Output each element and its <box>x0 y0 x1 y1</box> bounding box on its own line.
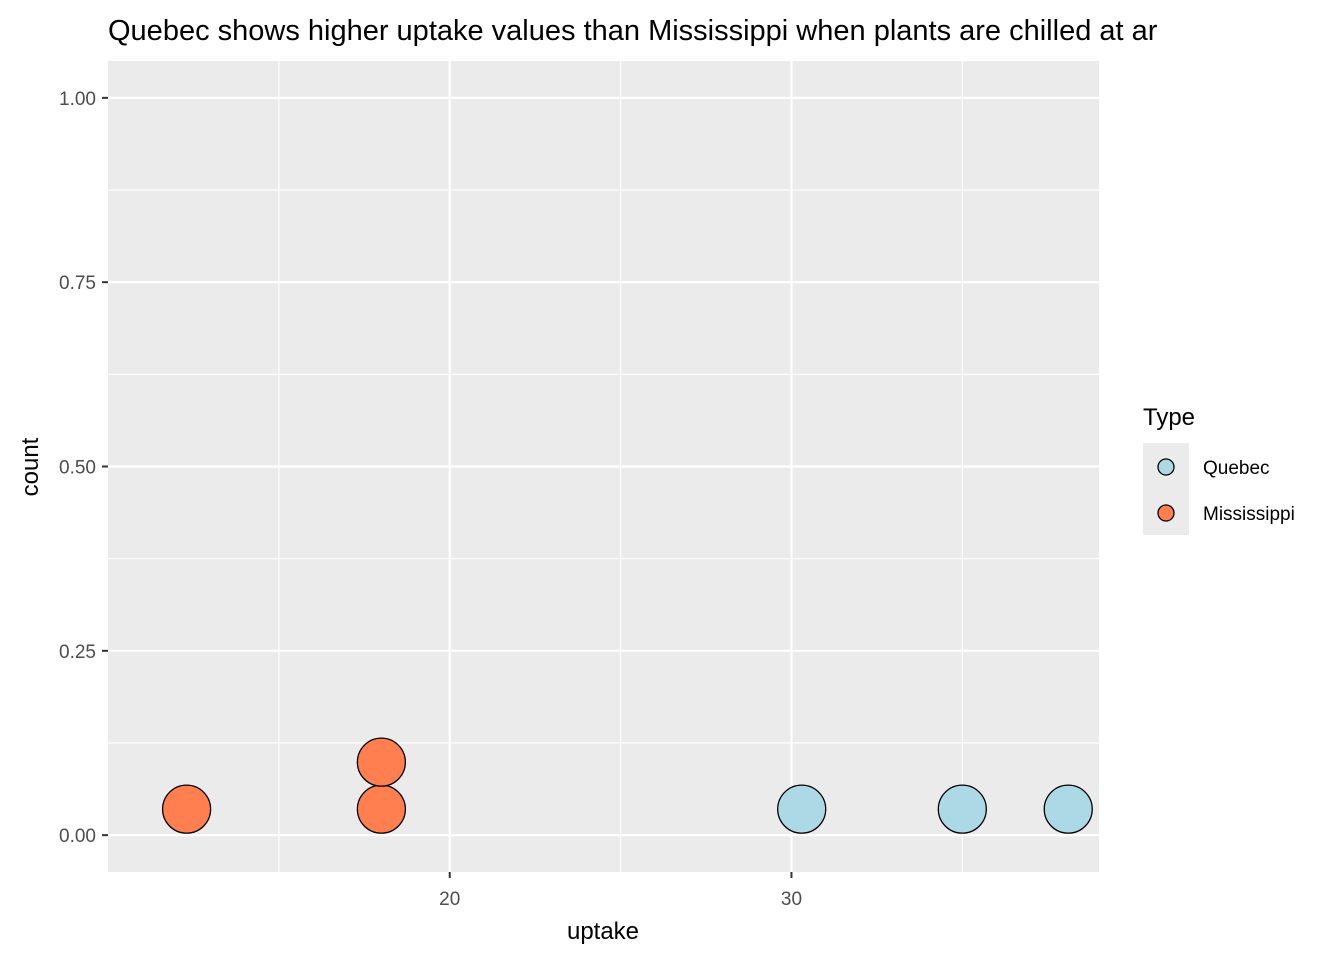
legend-key <box>1157 458 1175 476</box>
x-tick-label: 30 <box>781 889 802 910</box>
legend-key <box>1157 504 1175 522</box>
y-tick-label: 0.25 <box>59 642 96 663</box>
data-point <box>161 784 212 834</box>
y-tick-label: 1.00 <box>59 89 96 110</box>
legend: Type Quebec Mississippi <box>1143 404 1295 535</box>
data-point <box>1043 784 1093 834</box>
x-axis: 20 30 <box>439 872 802 910</box>
y-tick-label: 0.75 <box>59 273 96 294</box>
data-point <box>937 784 987 834</box>
y-axis-title: count <box>17 437 44 496</box>
x-axis-title: uptake <box>567 918 639 945</box>
data-point <box>356 784 407 834</box>
x-tick-label: 20 <box>439 889 460 910</box>
grid-major <box>108 61 1099 872</box>
legend-items: Quebec Mississippi <box>1157 458 1295 525</box>
data-point <box>356 737 407 787</box>
y-tick-label: 0.50 <box>59 458 96 479</box>
legend-label: Quebec <box>1203 458 1270 479</box>
data-point <box>777 784 827 834</box>
legend-label: Mississippi <box>1203 504 1295 525</box>
legend-title: Type <box>1143 404 1195 431</box>
y-axis: 0.00 0.25 0.50 0.75 1.00 <box>59 89 108 847</box>
data-points <box>161 737 1093 834</box>
y-tick-label: 0.00 <box>59 826 96 847</box>
chart-title: Quebec shows higher uptake values than M… <box>108 15 1158 47</box>
